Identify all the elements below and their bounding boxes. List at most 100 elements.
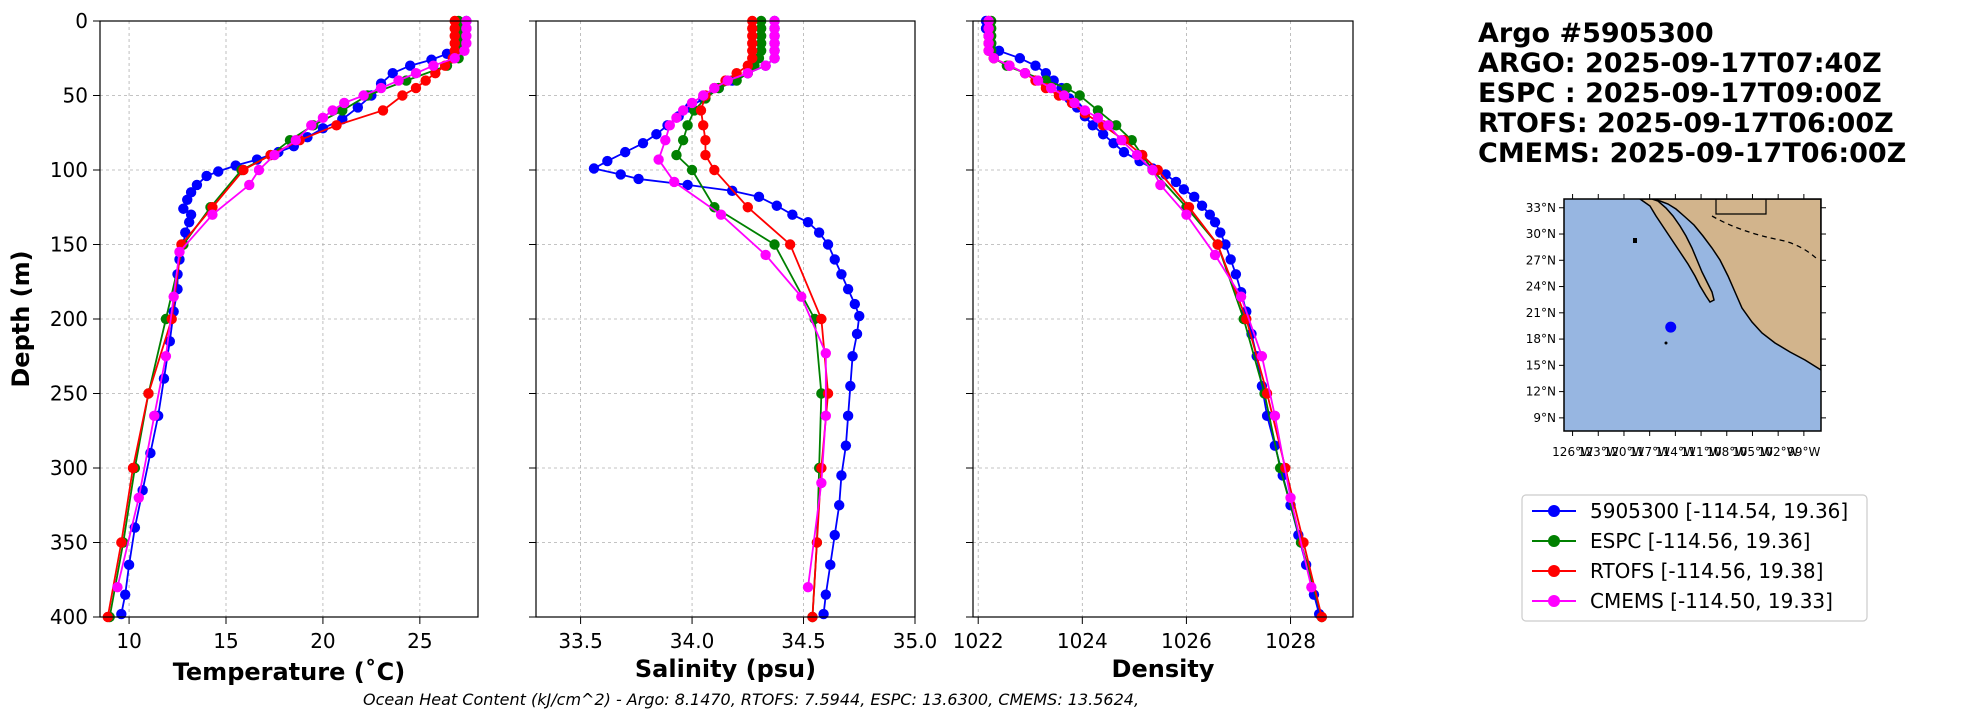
temperature-series [102, 15, 472, 623]
density-point-cmems [1256, 351, 1268, 362]
temperature-point-argo [180, 227, 191, 238]
salinity-point-argo [619, 146, 631, 158]
salinity-point-cmems [709, 82, 720, 94]
salinity-point-argo [829, 254, 840, 265]
temperature-point-rtofs [449, 30, 460, 42]
temperature-point-cmems [112, 582, 123, 593]
salinity-point-cmems [715, 209, 727, 220]
salinity-point-argo [651, 129, 662, 140]
salinity-point-cmems [769, 45, 780, 56]
temperature-point-rtofs [449, 23, 460, 34]
depth-tick-label: 100 [50, 158, 88, 182]
temperature-point-cmems [253, 164, 265, 176]
temperature-point-rtofs [238, 164, 249, 176]
map-lon-label: 114°W [1655, 445, 1696, 459]
salinity-point-argo [602, 155, 613, 167]
legend-items: 5905300 [-114.54, 19.36] ESPC [-114.56, 1… [1532, 499, 1848, 613]
temperature-point-argo [191, 179, 203, 191]
legend-label: ESPC [-114.56, 19.36] [1590, 529, 1811, 553]
map-lon-label: 111°W [1681, 445, 1722, 459]
density-point-cmems [1004, 60, 1015, 71]
temperature-series-espc [104, 15, 464, 623]
temperature-xtick-label: 20 [310, 629, 335, 653]
depth-tick-label: 300 [50, 456, 88, 480]
temperature-ticks: 0 50 100 150 200 250 300 350 400 10 15 20 25 [50, 9, 433, 653]
salinity-point-rtofs [822, 388, 834, 399]
info-line-rtofs: RTOFS: 2025-09-17T06:00Z [1478, 108, 1894, 139]
float-location-marker [1665, 321, 1677, 333]
density-series-argo [980, 15, 1325, 620]
temperature-point-rtofs [397, 90, 408, 101]
density-point-argo [1209, 216, 1221, 228]
density-point-argo [1215, 227, 1226, 238]
density-point-cmems [1058, 90, 1070, 101]
legend-item: CMEMS [-114.50, 19.33] [1532, 589, 1833, 613]
salinity-point-rtofs [695, 105, 707, 116]
density-point-cmems [1103, 120, 1114, 131]
density-point-cmems [983, 38, 994, 49]
density-point-argo [1196, 200, 1208, 211]
density-point-cmems [1181, 209, 1192, 220]
density-point-cmems [983, 30, 994, 42]
salinity-point-cmems [769, 38, 780, 49]
salinity-xtick-label: 34.0 [670, 629, 715, 653]
density-point-espc [1110, 120, 1122, 131]
density-point-cmems [1092, 112, 1104, 124]
salinity-point-argo [822, 239, 834, 250]
depth-tick-label: 350 [50, 531, 88, 555]
salinity-point-rtofs [747, 23, 758, 34]
info-line-float: Argo #5905300 [1478, 18, 1714, 49]
map-lon-label: 108°W [1706, 445, 1747, 459]
density-point-argo [1230, 269, 1242, 280]
temperature-point-cmems [375, 82, 387, 94]
salinity-point-espc [686, 164, 698, 176]
temperature-point-argo [123, 559, 135, 571]
density-point-cmems [1019, 67, 1031, 79]
salinity-point-cmems [760, 249, 771, 261]
temperature-point-argo [178, 203, 189, 214]
map-lon-label: 105°W [1732, 445, 1773, 459]
location-map: 33°N 30°N 27°N 24°N 21°N 18°N 15°N 12°N 9°N 126°W… [1526, 194, 1826, 459]
salinity-point-argo [682, 179, 693, 191]
density-point-cmems [988, 53, 1000, 64]
temperature-point-cmems [459, 45, 470, 56]
map-lon-label: 102°W [1758, 445, 1799, 459]
temperature-point-cmems [290, 135, 301, 146]
temperature-point-cmems [133, 492, 144, 503]
salinity-point-argo [834, 500, 845, 511]
map-lat-label: 15°N [1526, 358, 1556, 372]
temperature-xtick-label: 15 [213, 629, 238, 653]
map-land-group [1633, 199, 1821, 371]
temperature-point-cmems [174, 246, 185, 258]
salinity-point-argo [818, 608, 829, 620]
temperature-point-argo [120, 589, 131, 600]
density-point-cmems [1147, 164, 1158, 176]
density-point-argo [1108, 137, 1119, 149]
salinity-point-argo [633, 173, 644, 185]
density-xtick-label: 1024 [1057, 629, 1108, 653]
temperature-point-cmems [449, 53, 460, 64]
depth-tick-label: 50 [63, 84, 88, 108]
density-xtick-label: 1022 [953, 629, 1004, 653]
legend: 5905300 [-114.54, 19.36] ESPC [-114.56, 1… [1521, 494, 1868, 622]
density-series-cmems [983, 15, 1317, 593]
density-point-argo [1087, 120, 1098, 131]
density-point-cmems [1269, 410, 1281, 422]
temperature-grid [100, 20, 478, 618]
info-block: Argo #5905300 ARGO: 2025-09-17T07:40Z ES… [1478, 18, 1906, 169]
density-point-rtofs [1212, 239, 1223, 250]
salinity-point-argo [813, 227, 825, 238]
salinity-point-argo [842, 284, 854, 295]
info-line-cmems: CMEMS: 2025-09-17T06:00Z [1478, 138, 1906, 169]
density-point-argo [1097, 129, 1109, 140]
density-point-argo [1189, 191, 1200, 203]
salinity-series-cmems [653, 15, 832, 593]
salinity-point-espc [769, 239, 780, 250]
density-point-argo [1220, 239, 1231, 250]
salinity-point-rtofs [784, 239, 796, 250]
ohc-footer: Ocean Heat Content (kJ/cm^2) - Argo: 8.1… [363, 690, 1139, 709]
salinity-point-rtofs [816, 462, 827, 474]
salinity-series [588, 15, 865, 623]
salinity-point-argo [615, 169, 626, 180]
